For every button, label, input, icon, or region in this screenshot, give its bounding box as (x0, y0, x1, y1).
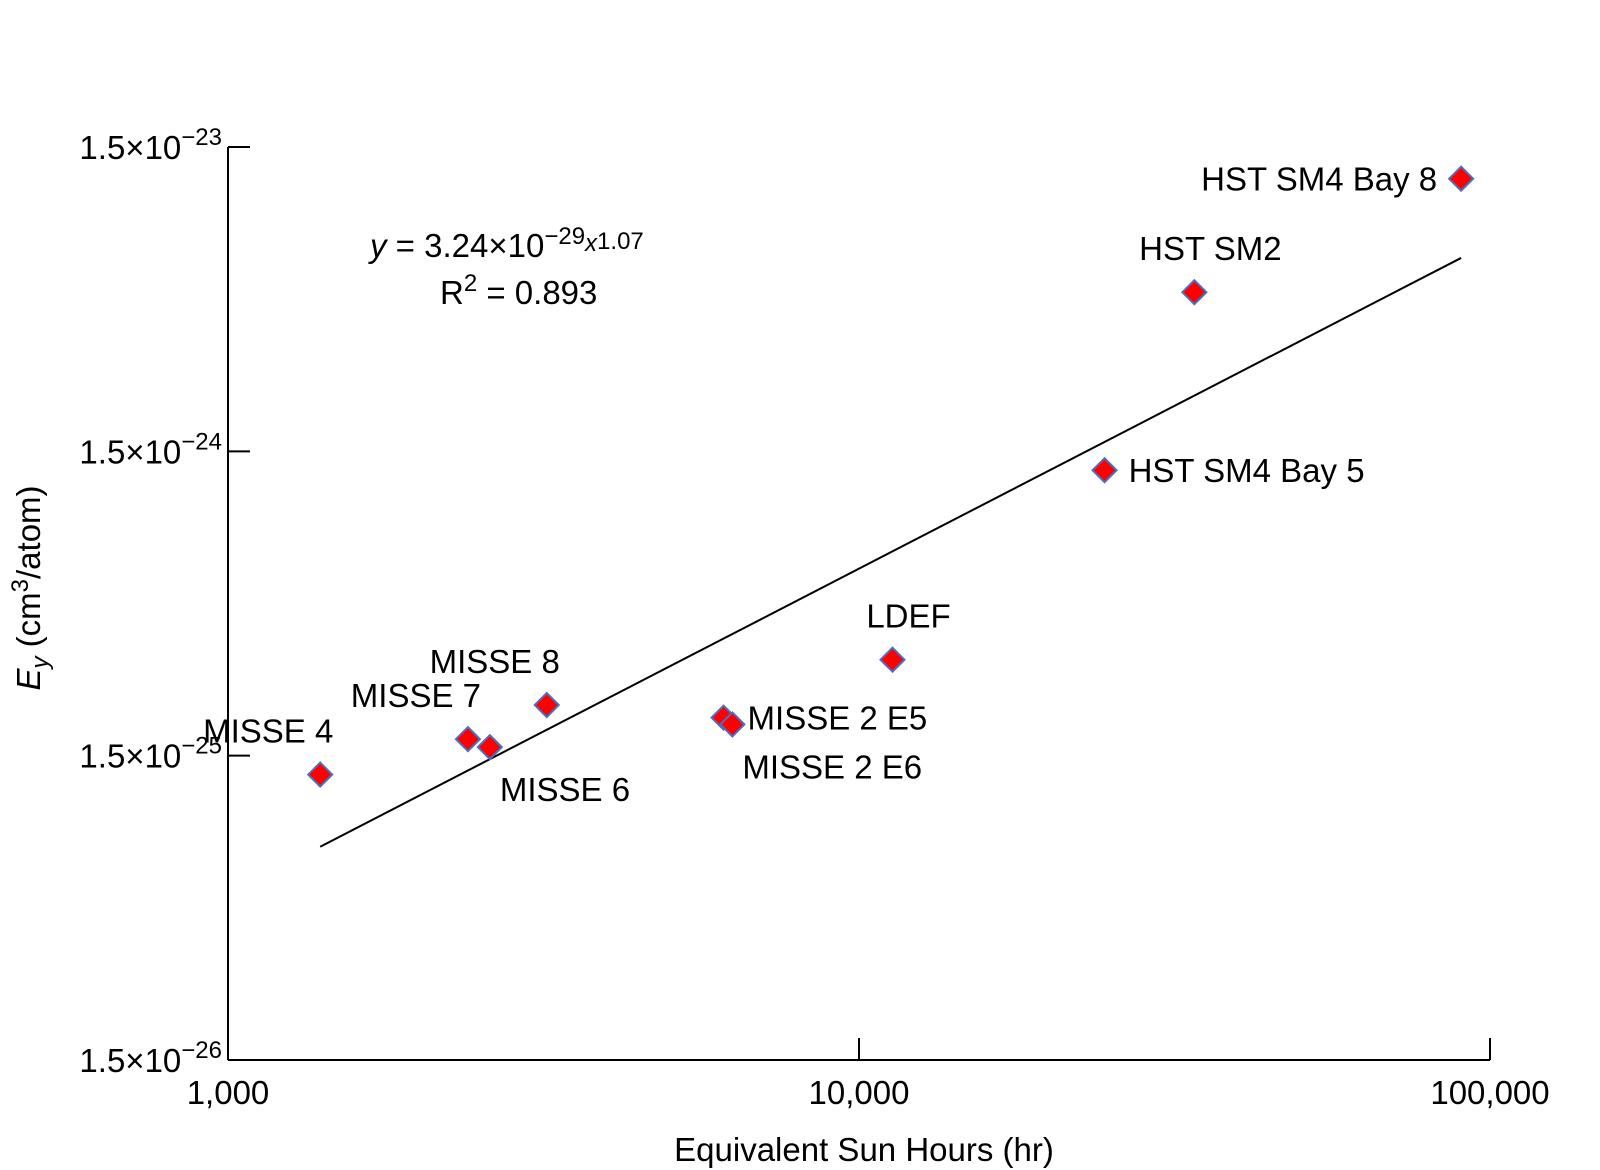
data-point (1447, 165, 1475, 193)
point-label: HST SM4 Bay 5 (1129, 452, 1365, 489)
y-tick-label: 1.5×10−26 (79, 1037, 222, 1079)
point-labels: MISSE 4 MISSE 7 MISSE 6 MISSE 8 MISSE 2 E5 MI… (203, 161, 1437, 808)
data-point (454, 725, 482, 753)
point-label: MISSE 7 (351, 677, 481, 714)
y-tick-label: 1.5×10−25 (79, 733, 222, 775)
x-tick-label: 1,000 (187, 1074, 270, 1111)
data-point (533, 691, 561, 719)
y-axis-title-sub: y (27, 655, 54, 671)
fit-r-squared: R2 = 0.893 (440, 270, 597, 311)
y-axis-title-unit: (cm (10, 592, 47, 656)
axes (227, 147, 1490, 1061)
data-point (476, 733, 504, 761)
y-tick-label: 1.5×10−24 (79, 428, 222, 470)
y-axis-title: Ey (cm3/atom) (7, 485, 54, 690)
y-axis-title-unit-close: /atom) (10, 485, 47, 579)
point-label: HST SM2 (1139, 230, 1281, 267)
y-axis-ticks: 1.5×10−23 1.5×10−24 1.5×10−25 1.5×10−26 (79, 124, 250, 1079)
y-axis-title-var: E (10, 668, 47, 691)
y-tick-label: 1.5×10−23 (79, 124, 222, 166)
point-label: MISSE 6 (500, 771, 630, 808)
data-point (718, 711, 746, 738)
data-point (306, 761, 334, 788)
point-label: MISSE 4 (203, 713, 333, 750)
trendline (319, 257, 1462, 848)
data-points (306, 165, 1475, 788)
y-axis-title-unit-sup: 3 (7, 579, 34, 592)
data-point (1180, 278, 1208, 306)
x-axis-title: Equivalent Sun Hours (hr) (674, 1131, 1054, 1168)
x-axis-ticks: 1,000 10,000 100,000 (187, 1038, 1550, 1111)
x-tick-label: 10,000 (809, 1074, 910, 1111)
point-label: MISSE 2 E6 (742, 748, 922, 785)
data-point (1091, 456, 1118, 484)
x-tick-label: 100,000 (1430, 1074, 1549, 1111)
point-label: MISSE 2 E5 (748, 700, 928, 737)
data-point (879, 646, 906, 674)
point-label: LDEF (866, 598, 950, 635)
point-label: MISSE 8 (430, 643, 560, 680)
fit-equation: y = 3.24×10−29x1.07 (368, 223, 644, 264)
point-label: HST SM4 Bay 8 (1201, 161, 1437, 198)
trendline-group (319, 257, 1462, 848)
